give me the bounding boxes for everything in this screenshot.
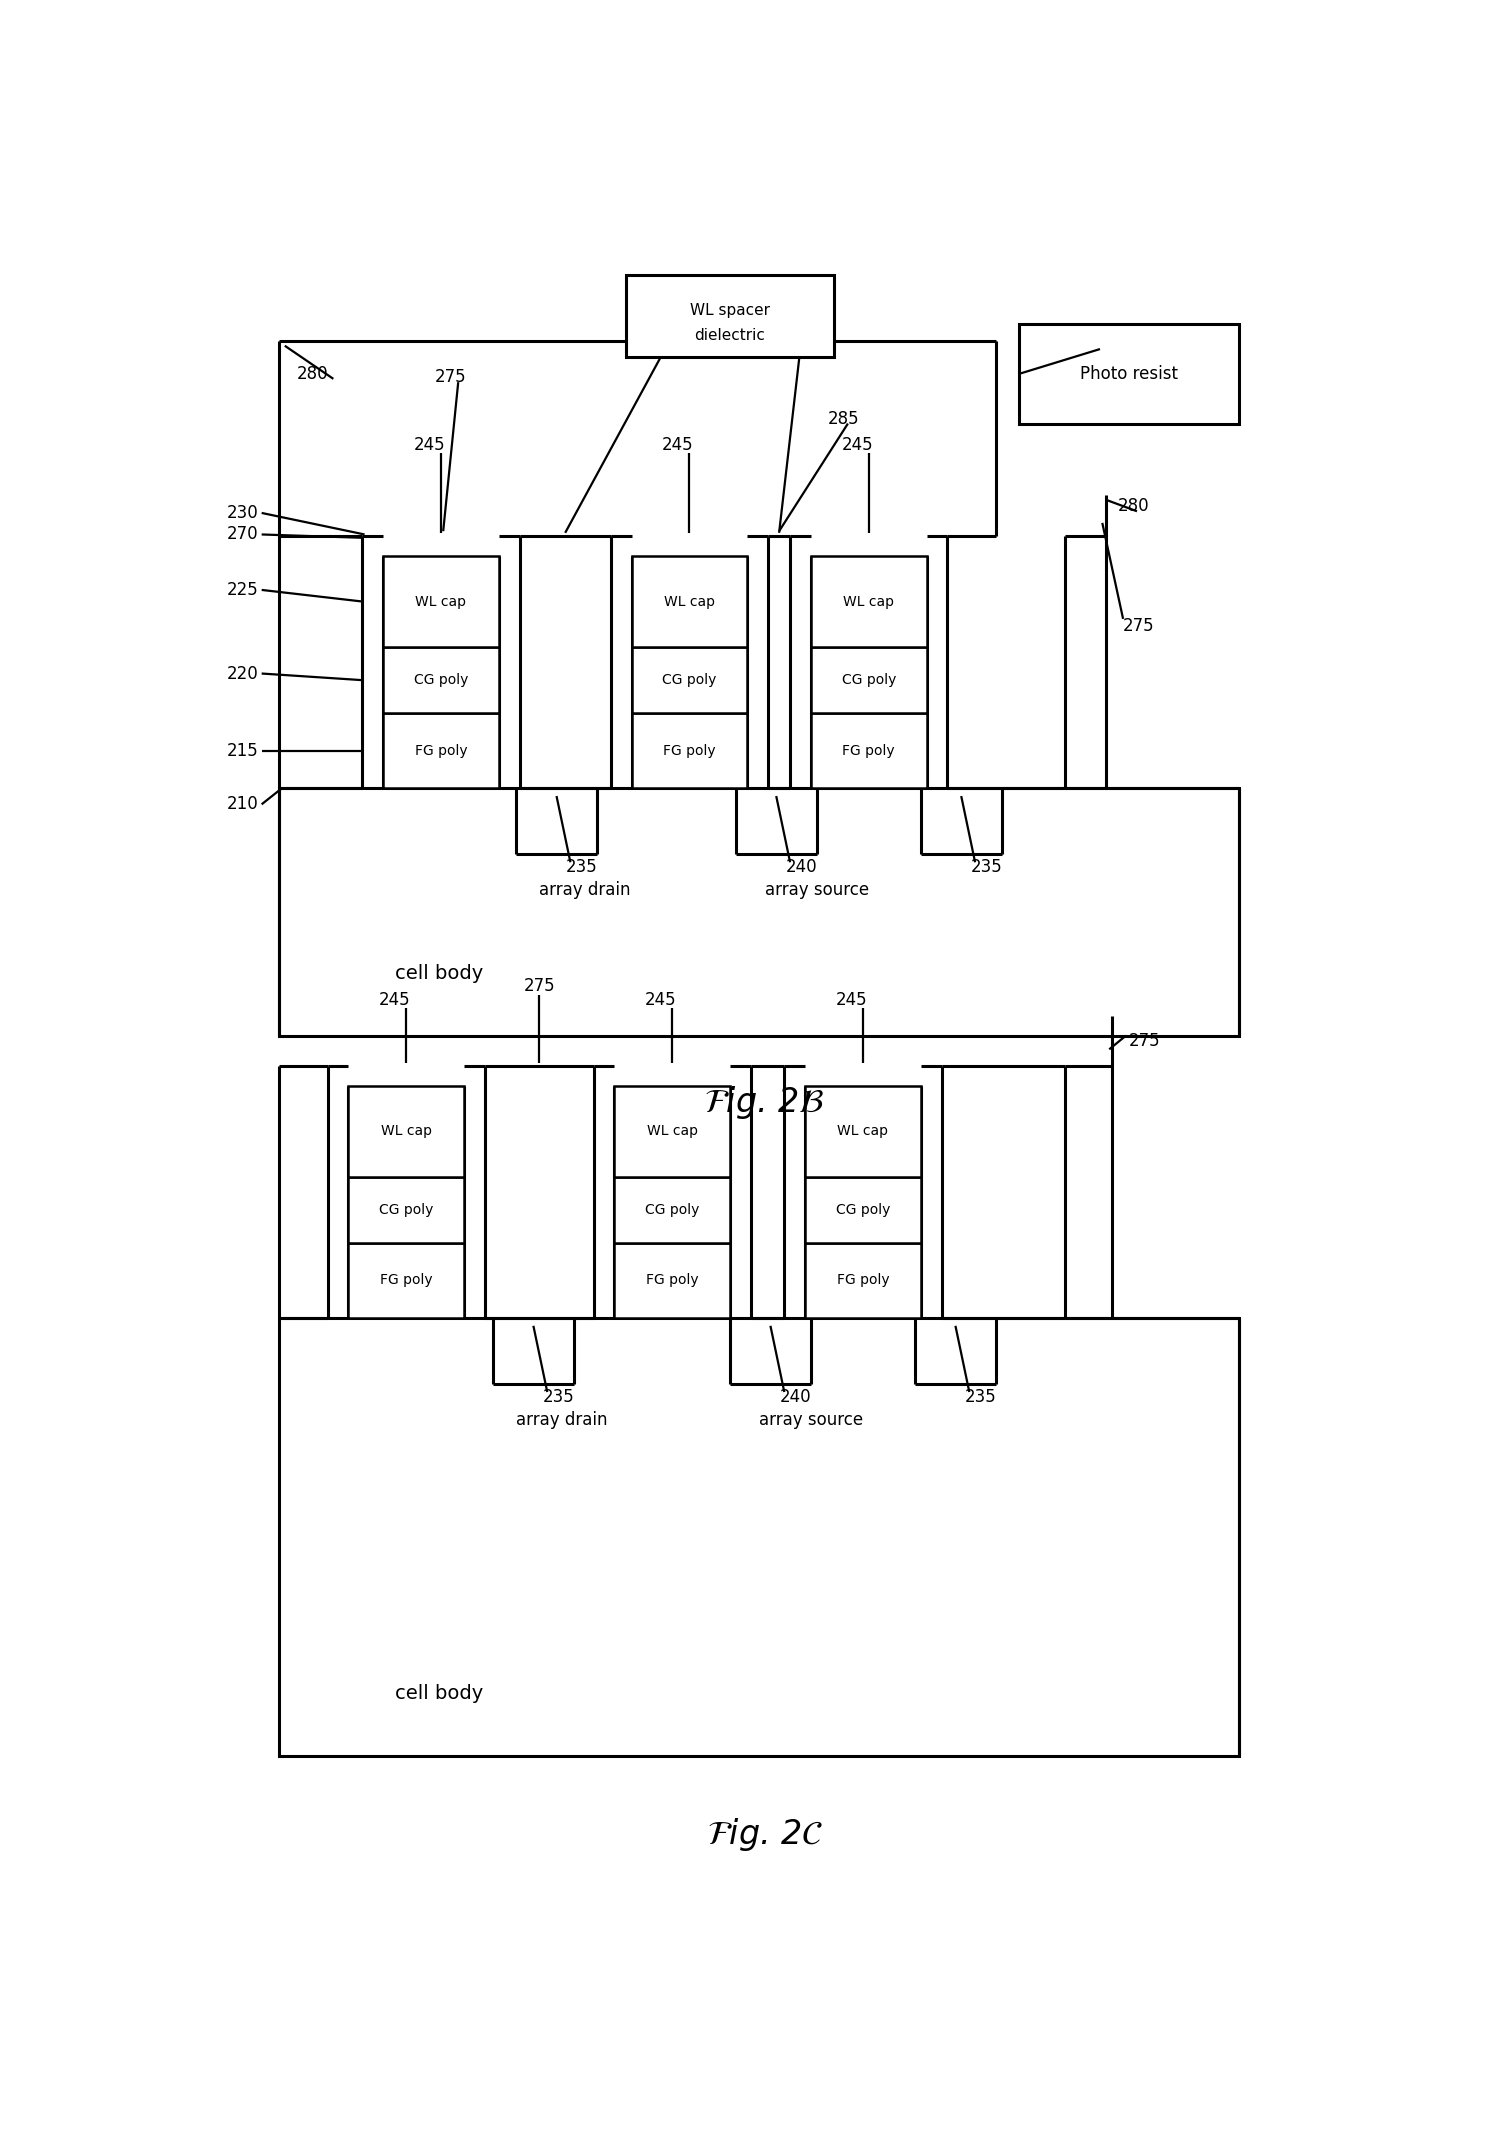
Bar (806, 1176, 921, 1243)
Text: cell body: cell body (394, 963, 483, 983)
Text: 275: 275 (524, 978, 555, 995)
Text: dielectric: dielectric (694, 329, 765, 344)
Bar (615, 1243, 730, 1318)
Text: 275: 275 (1129, 1032, 1161, 1049)
Text: array drain: array drain (539, 882, 631, 899)
Bar (627, 275, 834, 357)
Text: $\mathcal{F}$ig. 2$\mathcal{B}$: $\mathcal{F}$ig. 2$\mathcal{B}$ (704, 1084, 825, 1120)
Text: WL cap: WL cap (380, 1124, 431, 1137)
Text: 245: 245 (836, 991, 867, 1008)
Text: CG poly: CG poly (836, 1202, 891, 1217)
Text: array source: array source (764, 882, 868, 899)
Bar (349, 1086, 464, 1176)
Bar (806, 1086, 921, 1176)
Text: 240: 240 (785, 858, 818, 877)
Text: 210: 210 (227, 796, 258, 813)
Text: 275: 275 (436, 368, 467, 387)
Bar (631, 647, 747, 714)
Bar (812, 557, 927, 647)
Text: WL cap: WL cap (646, 1124, 698, 1137)
Bar (279, 1318, 1238, 1757)
Text: 280: 280 (1118, 497, 1149, 516)
Text: 245: 245 (841, 436, 873, 454)
Text: FG poly: FG poly (380, 1273, 433, 1288)
Text: FG poly: FG poly (837, 1273, 889, 1288)
Text: 270: 270 (227, 525, 258, 544)
Text: 235: 235 (970, 858, 1003, 877)
Text: 235: 235 (965, 1389, 997, 1406)
Bar (812, 714, 927, 787)
Text: CG poly: CG poly (662, 673, 716, 688)
Text: 280: 280 (297, 366, 328, 383)
Bar (812, 647, 927, 714)
Text: 235: 235 (543, 1389, 574, 1406)
Text: FG poly: FG poly (662, 744, 716, 757)
Text: WL spacer: WL spacer (689, 303, 770, 318)
Text: array drain: array drain (516, 1410, 607, 1430)
Bar (349, 1243, 464, 1318)
Text: CG poly: CG poly (841, 673, 895, 688)
Bar (279, 340, 997, 535)
Text: WL cap: WL cap (664, 596, 715, 608)
Text: Photo resist: Photo resist (1080, 366, 1177, 383)
Text: 240: 240 (780, 1389, 812, 1406)
Bar (383, 647, 498, 714)
Text: 275: 275 (1123, 617, 1155, 634)
Text: WL cap: WL cap (837, 1124, 888, 1137)
Text: 235: 235 (565, 858, 597, 877)
Bar (383, 557, 498, 647)
Bar (631, 714, 747, 787)
Text: 215: 215 (227, 742, 258, 759)
Text: 225: 225 (227, 580, 258, 600)
Text: CG poly: CG poly (413, 673, 468, 688)
Text: WL cap: WL cap (843, 596, 894, 608)
Text: FG poly: FG poly (415, 744, 467, 757)
Text: 245: 245 (645, 991, 676, 1008)
Text: WL cap: WL cap (415, 596, 467, 608)
Text: CG poly: CG poly (379, 1202, 433, 1217)
Text: 245: 245 (413, 436, 445, 454)
Text: 245: 245 (662, 436, 694, 454)
Text: 220: 220 (227, 664, 258, 682)
Text: 230: 230 (227, 503, 258, 522)
Bar (615, 1176, 730, 1243)
Bar (806, 1243, 921, 1318)
Text: cell body: cell body (394, 1683, 483, 1703)
Text: 245: 245 (379, 991, 410, 1008)
Bar (615, 1086, 730, 1176)
Text: FG poly: FG poly (646, 1273, 698, 1288)
Text: CG poly: CG poly (645, 1202, 700, 1217)
Text: array source: array source (759, 1410, 862, 1430)
Bar (349, 1176, 464, 1243)
Bar (279, 787, 1238, 1036)
Bar (383, 714, 498, 787)
Bar (631, 557, 747, 647)
Text: FG poly: FG poly (843, 744, 895, 757)
Bar (1019, 325, 1238, 424)
Text: $\mathcal{F}$ig. 2$\mathcal{C}$: $\mathcal{F}$ig. 2$\mathcal{C}$ (707, 1815, 822, 1853)
Text: 285: 285 (828, 411, 859, 428)
